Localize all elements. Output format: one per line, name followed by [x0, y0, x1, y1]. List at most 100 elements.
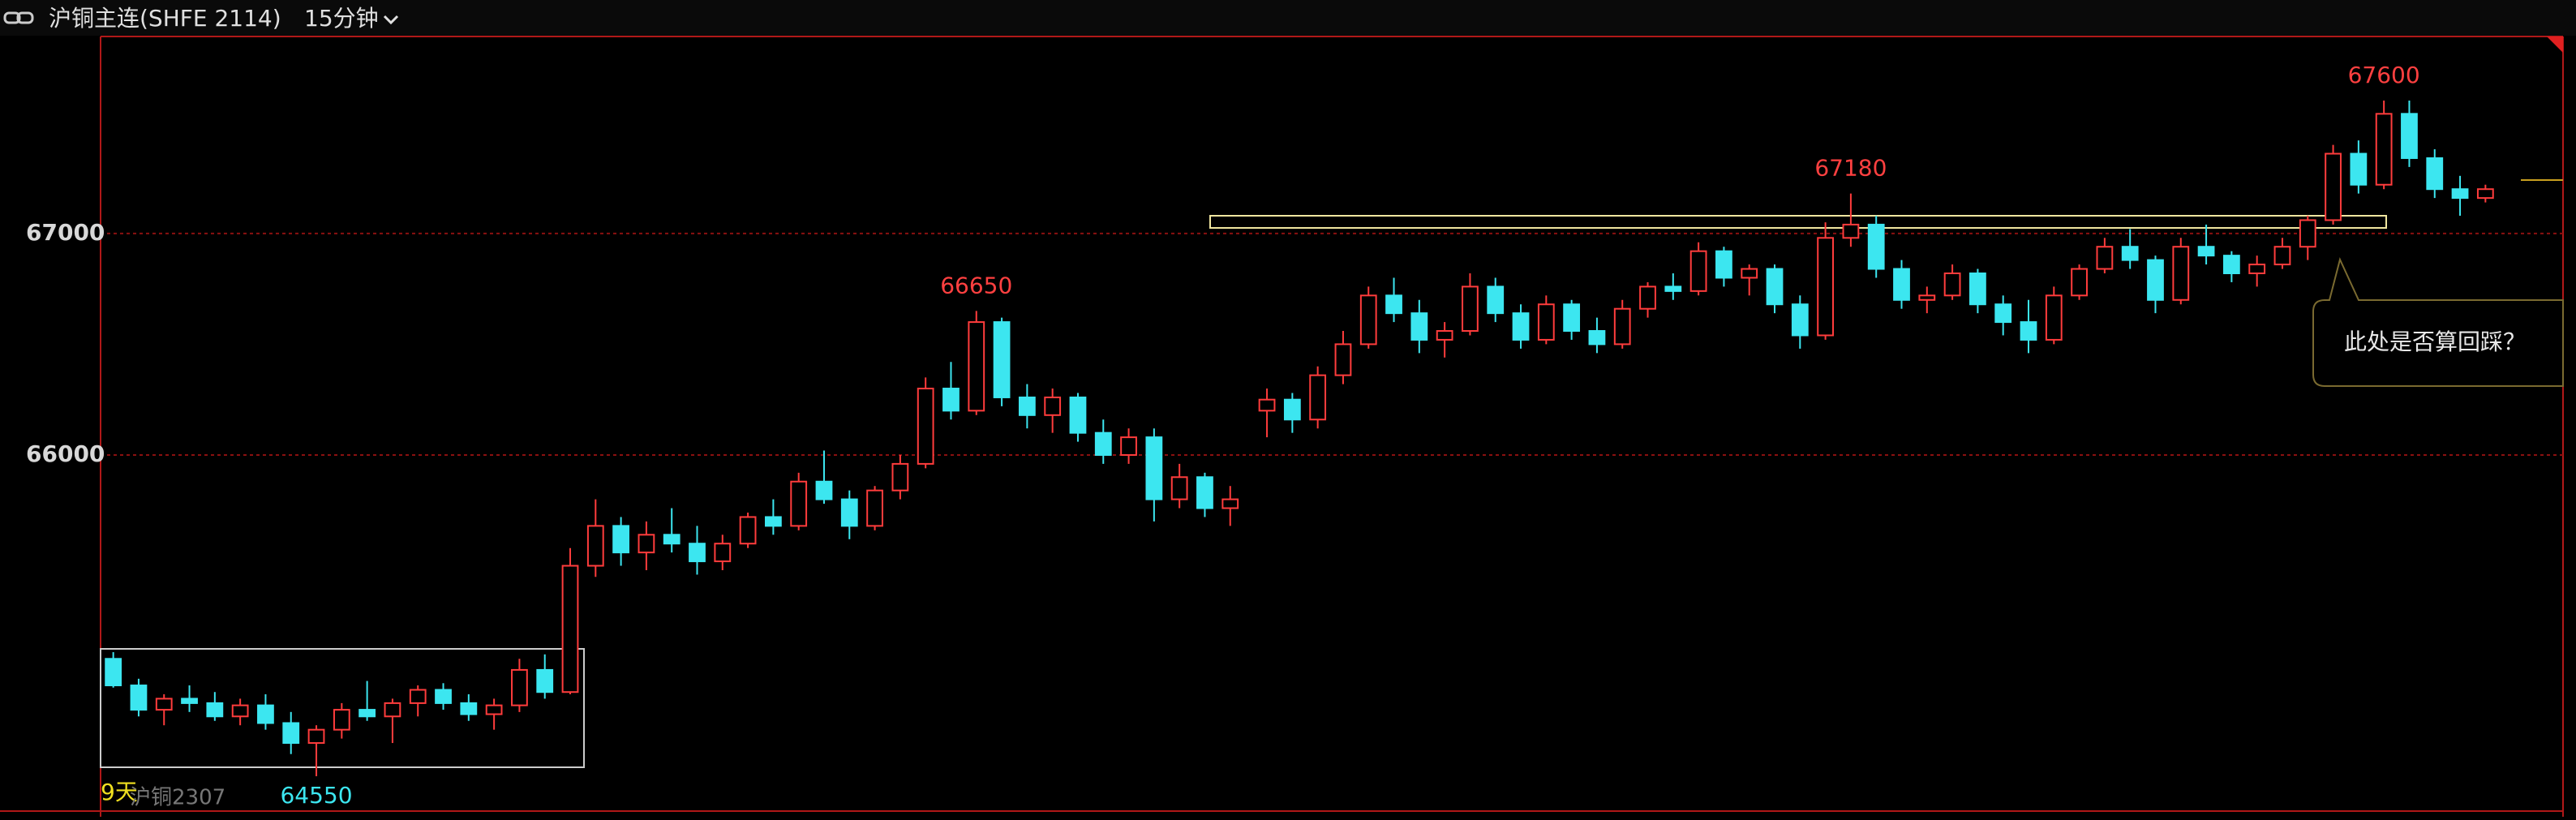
candle-body: [1791, 303, 1809, 337]
candle-body: [1436, 330, 1453, 341]
candle-body: [1893, 268, 1910, 301]
candle-body: [1094, 431, 1112, 456]
candle-body: [2476, 188, 2494, 200]
candle-body: [511, 668, 528, 706]
candle-body: [1918, 294, 1936, 301]
candle-body: [460, 702, 478, 715]
candle-body: [2121, 246, 2139, 261]
candle-body: [1145, 436, 1163, 500]
candle-body: [1766, 268, 1784, 306]
candle-body: [1196, 476, 1213, 509]
candle-body: [714, 543, 732, 563]
candle-body: [536, 668, 554, 693]
candle-body: [638, 534, 655, 554]
candle-body: [257, 704, 274, 724]
candle-body: [2375, 113, 2393, 186]
candle-body: [1613, 307, 1631, 346]
candle-body: [2325, 152, 2342, 221]
high-label: 67600: [2348, 62, 2420, 88]
candle-body: [181, 698, 198, 704]
candle-body: [2071, 268, 2088, 297]
candle-body: [663, 534, 680, 545]
candle-body: [689, 543, 706, 563]
candle-body: [2426, 157, 2444, 191]
candle-body: [1410, 312, 1428, 341]
candle-body: [231, 704, 249, 718]
candle-body: [155, 698, 173, 711]
candle-body: [1309, 374, 1327, 421]
candle-body: [815, 480, 833, 500]
candle-body: [485, 704, 503, 715]
candle-body: [739, 516, 757, 545]
days-label: 9天: [101, 779, 138, 805]
y-tick-label: 66000: [26, 440, 105, 467]
candle-body: [612, 525, 629, 554]
level-box: [1209, 215, 2387, 229]
dropdown-arrow[interactable]: [383, 15, 399, 25]
candle-body: [1334, 343, 1352, 376]
candle-body: [917, 388, 934, 465]
candle-body: [1385, 294, 1402, 315]
candle-body: [1969, 272, 1986, 306]
candle-body: [307, 728, 325, 745]
candle-body: [993, 321, 1011, 398]
title-bar: [0, 0, 2576, 36]
candle-body: [1563, 303, 1581, 333]
period[interactable]: 15分钟: [304, 5, 379, 32]
candle-body: [2147, 259, 2164, 301]
candle-body: [1120, 436, 1137, 456]
candle-body: [1462, 285, 1479, 333]
candle-body: [2273, 246, 2291, 266]
candle-body: [2451, 188, 2469, 200]
candle-body: [1283, 398, 1301, 421]
callout-bubble: [2312, 257, 2564, 387]
y-tick-label: 67000: [26, 219, 105, 246]
candle-body: [2045, 294, 2063, 341]
candle-body: [384, 702, 401, 718]
candle-body: [1359, 294, 1377, 346]
candle-body: [790, 480, 808, 527]
candle-body: [1512, 312, 1530, 341]
candle-body: [1842, 223, 1860, 239]
candle-body: [1994, 303, 2012, 324]
candle-body: [1487, 285, 1505, 315]
candle-body: [358, 709, 376, 718]
candle-body: [1689, 250, 1707, 292]
candle-body: [2020, 321, 2037, 341]
candle-body: [586, 525, 604, 567]
candle-body: [2299, 219, 2316, 248]
candle-body: [1221, 498, 1239, 509]
candle-body: [2197, 246, 2215, 257]
candle-body: [1664, 285, 1682, 292]
low-label: 64550: [280, 782, 352, 809]
high-label: 67180: [1814, 155, 1887, 182]
candle-body: [1715, 250, 1732, 279]
title: 沪铜主连(SHFE 2114): [49, 5, 281, 32]
candle-body: [1817, 237, 1834, 337]
candle-body: [1867, 223, 1885, 270]
corner-flag: [2547, 36, 2563, 53]
candle-body: [282, 722, 300, 745]
candle-body: [1537, 303, 1555, 341]
candle-body: [435, 689, 452, 704]
candle-body: [2172, 246, 2190, 301]
candle-body: [130, 685, 148, 711]
range-box: [100, 648, 585, 768]
candle-body: [1943, 272, 1961, 297]
candle-body: [1018, 396, 1036, 416]
candle-body: [1588, 330, 1606, 346]
candle-body: [2248, 264, 2266, 274]
candle-body: [2401, 113, 2418, 159]
candle-body: [1170, 476, 1188, 500]
candle-body: [968, 321, 985, 412]
candle-body: [891, 462, 909, 492]
candle-body: [333, 709, 350, 731]
candle-body: [1741, 268, 1758, 279]
candle-body: [105, 658, 122, 687]
candle-body: [866, 489, 883, 527]
candle-body: [942, 388, 960, 412]
candle-body: [1258, 398, 1276, 412]
candle-body: [2222, 255, 2240, 274]
candle-body: [1639, 285, 1656, 310]
